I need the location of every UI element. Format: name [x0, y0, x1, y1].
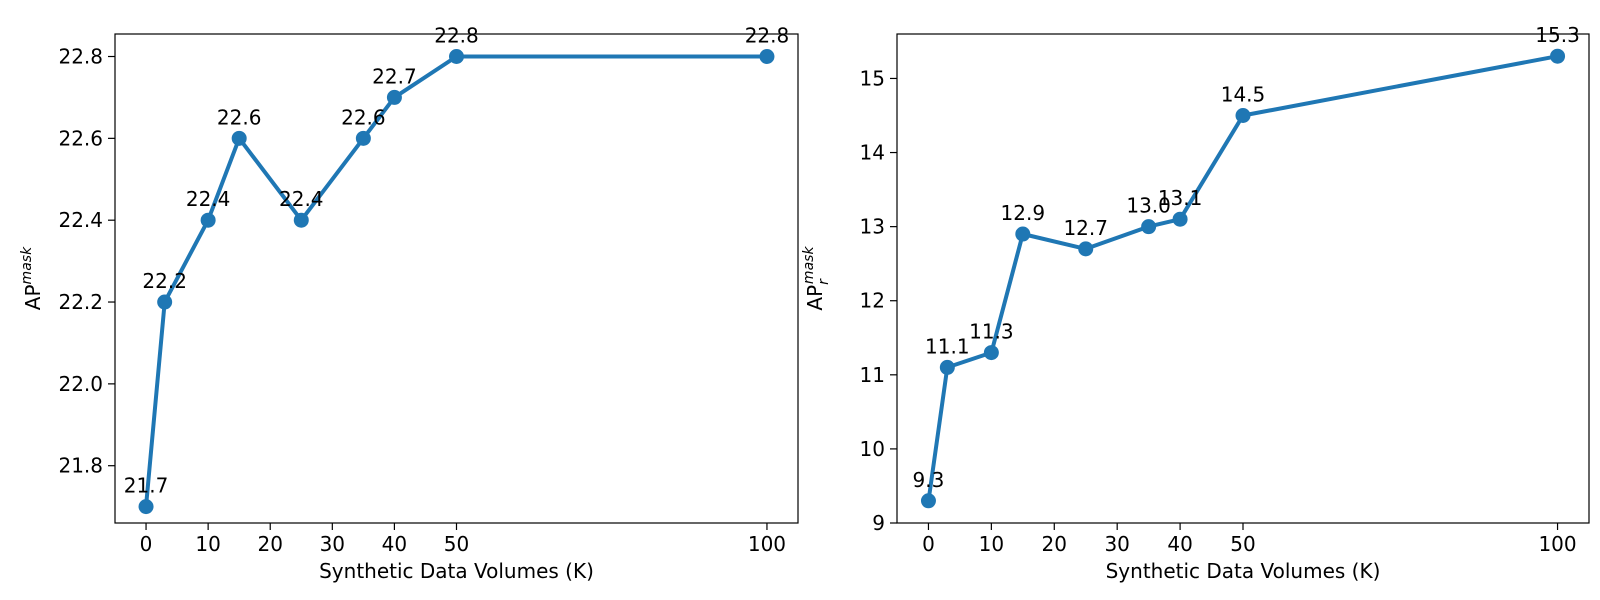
data-point — [157, 294, 173, 310]
data-point — [449, 49, 464, 65]
y-tick-label: 22.6 — [58, 126, 103, 150]
data-label: 21.7 — [124, 474, 169, 498]
y-tick-label: 22.4 — [58, 208, 103, 232]
data-label: 12.9 — [1001, 201, 1046, 225]
data-label: 13.0 — [1126, 194, 1171, 218]
x-tick-label: 100 — [1538, 532, 1576, 556]
data-point — [939, 359, 955, 375]
data-point — [1172, 211, 1188, 227]
data-label: 22.2 — [142, 269, 187, 293]
x-tick-label: 20 — [258, 532, 283, 556]
chart-panel-right: 0 10 20 30 40 50 100 9 10 11 12 13 14 15 Synthetic Dat… — [801, 23, 1590, 583]
data-point — [983, 345, 999, 361]
x-axis-title: Synthetic Data Volumes (K) — [1106, 559, 1381, 583]
y-tick-label: 14 — [860, 141, 885, 165]
y-axis-title-sub: r — [816, 278, 832, 285]
y-tick-label: 15 — [860, 66, 885, 90]
data-label: 11.3 — [969, 320, 1014, 344]
y-tick-label: 11 — [860, 363, 885, 387]
y-axis-title-sup: mask — [19, 246, 35, 285]
y-axis-title-base: AP — [21, 284, 45, 310]
data-point — [355, 130, 371, 146]
data-point — [1078, 241, 1094, 257]
y-tick-label: 22.2 — [58, 290, 103, 314]
data-point — [293, 212, 309, 228]
data-label: 13.1 — [1158, 186, 1203, 210]
x-tick-label: 40 — [382, 532, 407, 556]
y-axis-title: APmask — [19, 246, 45, 310]
x-tick-label: 10 — [979, 532, 1004, 556]
x-tick-label: 20 — [1042, 532, 1067, 556]
data-point — [1550, 48, 1566, 64]
data-point — [920, 493, 936, 509]
data-point — [386, 89, 402, 105]
y-tick-label: 13 — [860, 215, 885, 239]
data-point — [200, 212, 216, 228]
y-tick-label: 22.8 — [58, 45, 103, 69]
y-tick-label: 12 — [860, 289, 885, 313]
data-point — [759, 49, 775, 65]
data-label: 22.8 — [434, 24, 479, 48]
y-tick-label: 10 — [860, 437, 885, 461]
data-label: 22.8 — [745, 24, 790, 48]
data-point — [1235, 108, 1251, 123]
plot-frame — [896, 33, 1590, 524]
data-label: 9.3 — [913, 468, 945, 492]
chart-panel-left: 0 10 20 30 40 50 100 21.8 22.0 22.2 22.4 22.6 22.8 Sy… — [19, 24, 799, 583]
x-tick-label: 0 — [140, 532, 153, 556]
data-label: 22.6 — [217, 105, 262, 129]
data-point — [231, 130, 247, 146]
x-tick-label: 50 — [444, 532, 469, 556]
x-tick-label: 50 — [1230, 532, 1255, 556]
data-label: 22.4 — [279, 187, 324, 211]
y-tick-label: 22.0 — [58, 372, 103, 396]
y-axis-title-sup: mask — [801, 246, 817, 285]
x-tick-label: 30 — [320, 532, 345, 556]
y-axis-title-base: AP — [803, 285, 827, 311]
data-label: 22.6 — [341, 105, 386, 129]
data-label: 15.3 — [1535, 23, 1580, 47]
data-label: 14.5 — [1221, 83, 1266, 107]
data-point — [138, 499, 154, 515]
data-label: 12.7 — [1063, 216, 1108, 240]
y-tick-label: 21.8 — [58, 454, 103, 478]
x-tick-label: 10 — [195, 532, 220, 556]
data-point — [1141, 219, 1157, 235]
x-tick-label: 0 — [922, 532, 935, 556]
data-point — [1015, 226, 1031, 242]
x-tick-label: 40 — [1167, 532, 1192, 556]
x-tick-label: 100 — [748, 532, 786, 556]
x-tick-label: 30 — [1104, 532, 1129, 556]
y-tick-label: 9 — [872, 511, 885, 535]
x-axis-title: Synthetic Data Volumes (K) — [319, 559, 594, 583]
data-label: 11.1 — [925, 334, 970, 358]
data-label: 22.7 — [372, 64, 417, 88]
y-axis-title: APrmask — [801, 246, 832, 311]
data-label: 22.4 — [186, 187, 231, 211]
